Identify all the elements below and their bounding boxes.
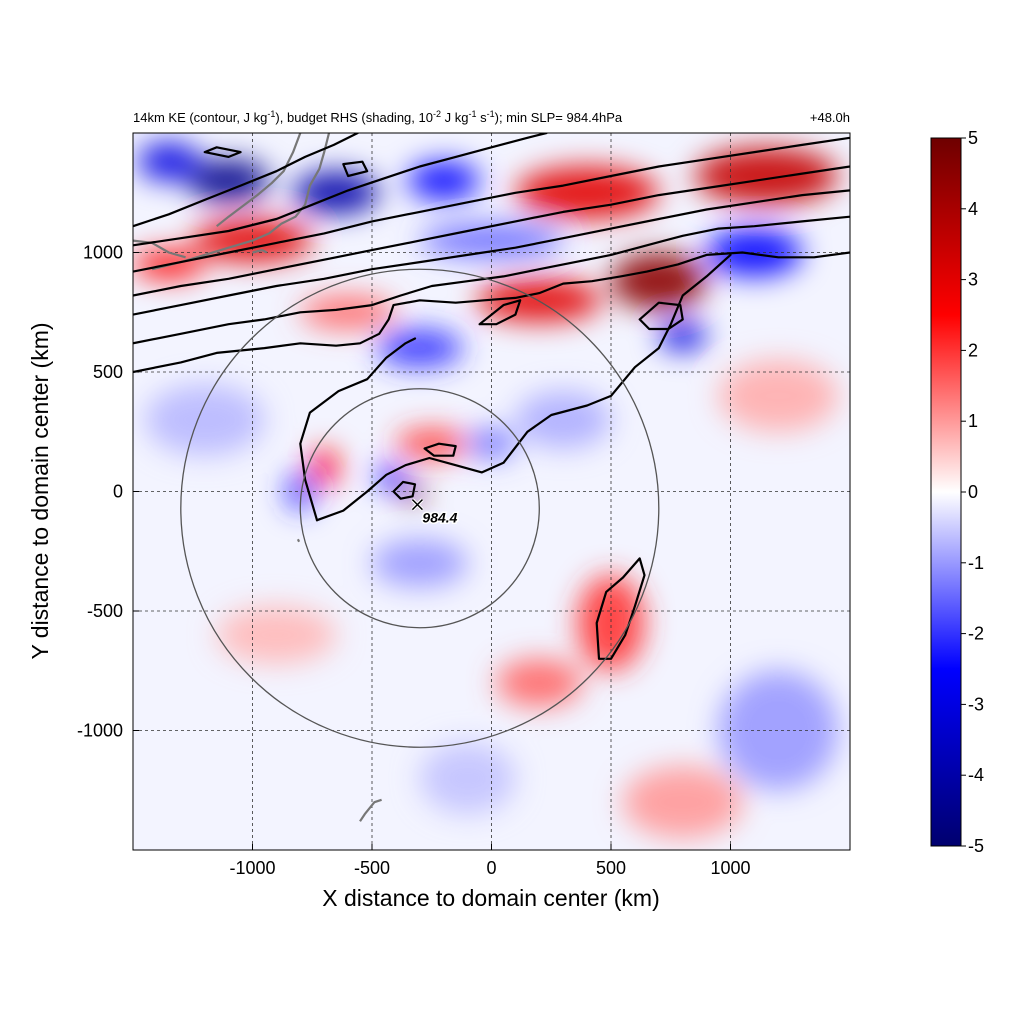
heatmap-cell: [622, 766, 743, 839]
heatmap-cell: [515, 166, 659, 220]
ke-contour: [478, 299, 522, 326]
heatmap-cell: [137, 142, 200, 181]
ke-contour: [133, 136, 850, 273]
heatmap-cell: [395, 429, 468, 459]
coastline: [252, 249, 268, 254]
colorbar-tick-label: 4: [968, 199, 978, 219]
colorbar-tick-label: -5: [968, 836, 984, 856]
chart-title: 14km KE (contour, J kg-1), budget RHS (s…: [133, 109, 623, 125]
colorbar-gradient: [930, 137, 962, 847]
y-axis: -1000 -500 0 500 1000: [77, 243, 139, 741]
heatmap-cell: [419, 223, 564, 258]
coastline: [359, 798, 382, 822]
heatmap-cell: [477, 278, 602, 322]
x-tick-label: 0: [486, 858, 496, 878]
y-tick-label: -500: [87, 601, 123, 621]
ke-contour-layer: [133, 133, 850, 660]
ke-contour: [133, 165, 850, 297]
x-axis-title: X distance to domain center (km): [322, 885, 659, 911]
colorbar: 5 4 3 2 1 0 -1 -2 -3 -4 -5: [930, 128, 984, 856]
heatmap-cell: [515, 391, 611, 449]
coastline: [133, 239, 186, 259]
ke-contour: [133, 133, 359, 228]
ke-contour: [342, 160, 369, 178]
colorbar-tick-label: -2: [968, 624, 984, 644]
chart-title-right: +48.0h: [810, 110, 850, 125]
ke-contour: [423, 442, 457, 457]
storm-center-marker: [411, 499, 423, 511]
heatmap-cell: [376, 328, 463, 368]
storm-center-label: 984.4: [422, 510, 457, 526]
coastline: [151, 133, 331, 271]
colorbar-tick-label: -3: [968, 694, 984, 714]
colorbar-tick-label: 0: [968, 482, 978, 502]
ke-contour: [315, 253, 732, 522]
heatmap-cell: [496, 658, 583, 707]
colorbar-ticks: 5 4 3 2 1 0 -1 -2 -3 -4 -5: [961, 128, 984, 856]
heatmap-cell: [577, 575, 645, 671]
colorbar-tick-label: -1: [968, 553, 984, 573]
y-tick-label: 500: [93, 362, 123, 382]
ke-contour: [392, 480, 417, 500]
x-tick-label: -500: [354, 858, 390, 878]
x-axis: -1000 -500 0 500 1000: [229, 844, 751, 878]
heatmap-cell: [694, 147, 839, 205]
heatmap-cell: [467, 429, 516, 459]
heatmap-cell: [419, 742, 516, 815]
range-ring: [180, 268, 660, 748]
colorbar-tick-label: 5: [968, 128, 978, 148]
x-tick-label: -1000: [229, 858, 275, 878]
coastline: [296, 538, 301, 543]
heatmap-layer: [133, 142, 839, 839]
coastline: [216, 133, 302, 228]
colorbar-tick-label: 2: [968, 340, 978, 360]
heatmap-cell: [718, 670, 839, 791]
ke-contour: [595, 557, 646, 660]
ke-contour: [133, 189, 850, 316]
heatmap-cell: [144, 383, 265, 456]
coastline-layer: [133, 133, 382, 822]
range-ring-layer: [180, 268, 660, 748]
colorbar-tick-label: 1: [968, 411, 978, 431]
x-tick-label: 1000: [710, 858, 750, 878]
x-tick-label: 500: [596, 858, 626, 878]
heatmap-cell: [407, 161, 480, 200]
heatmap-cell: [285, 472, 315, 511]
colorbar-tick-label: 3: [968, 270, 978, 290]
heatmap-cell: [658, 321, 707, 351]
heatmap-cell: [376, 465, 406, 490]
colorbar-tick-label: -4: [968, 765, 984, 785]
heatmap-cell: [718, 360, 839, 432]
y-tick-label: 0: [113, 482, 123, 502]
heatmap-cell: [611, 252, 707, 310]
heatmap-cell: [309, 448, 339, 487]
y-tick-label: 1000: [83, 243, 123, 263]
ke-contour: [133, 251, 850, 374]
plot-area: [133, 133, 850, 850]
ke-contour: [299, 337, 417, 522]
y-axis-title: Y distance to domain center (km): [27, 322, 53, 659]
heatmap-cell: [187, 159, 270, 203]
range-ring: [299, 388, 540, 629]
ke-contour: [203, 146, 242, 158]
heatmap-cell: [706, 228, 803, 277]
heatmap-cell: [216, 606, 337, 664]
storm-marker-layer: 984.4: [411, 498, 459, 527]
ke-contour: [638, 301, 684, 331]
ke-contour: [133, 133, 548, 247]
heatmap-cell: [372, 539, 468, 588]
y-tick-label: -1000: [77, 721, 123, 741]
